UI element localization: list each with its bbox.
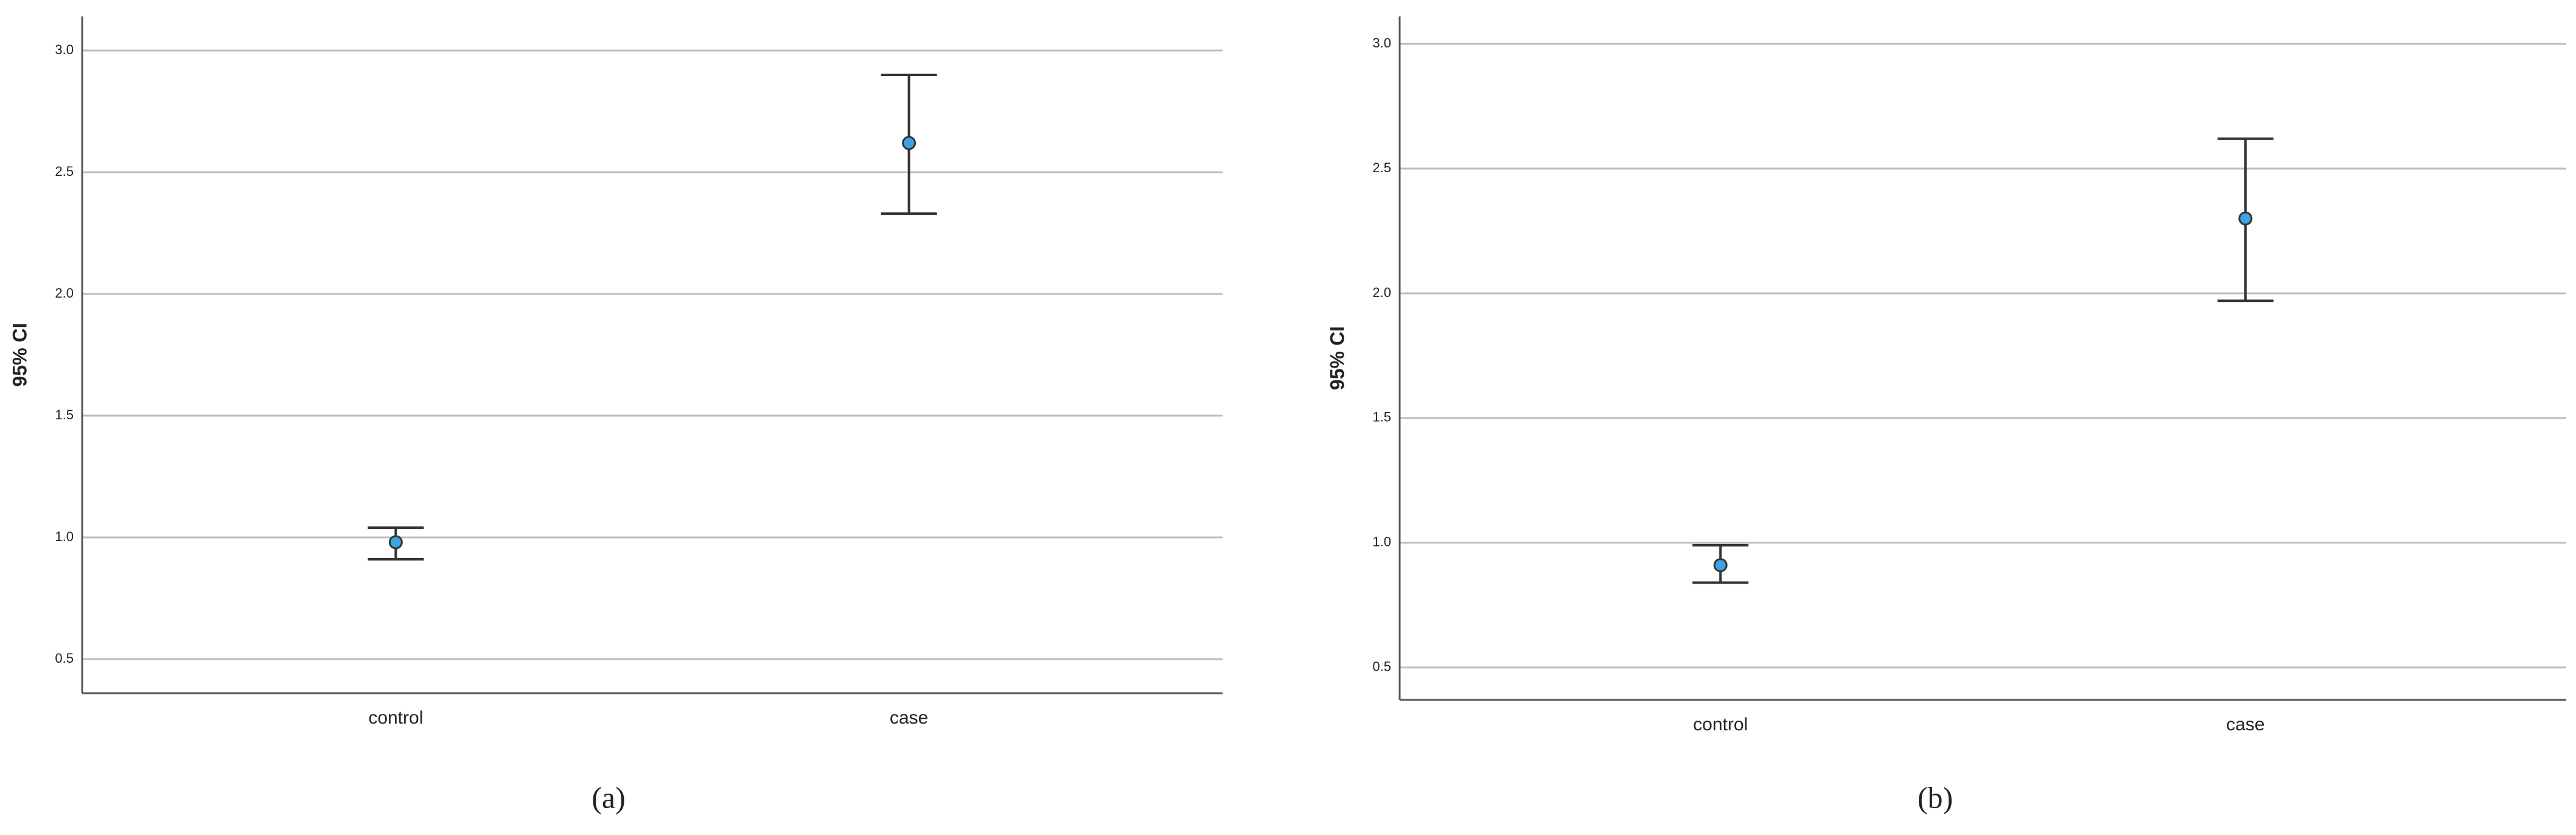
y-axis-label: 95% CI <box>9 323 30 387</box>
y-tick-label: 2.0 <box>55 285 74 301</box>
y-tick-label: 3.0 <box>55 42 74 57</box>
y-tick-label: 0.5 <box>55 651 74 666</box>
y-tick-label: 2.5 <box>55 164 74 179</box>
x-tick-label: control <box>368 708 423 728</box>
x-tick-label: control <box>1693 714 1748 735</box>
y-tick-label: 2.5 <box>1372 160 1391 175</box>
mean-point <box>1713 558 1728 573</box>
y-tick-label: 1.0 <box>1372 534 1391 550</box>
y-tick-label: 1.5 <box>55 407 74 422</box>
x-tick-label: case <box>890 708 928 728</box>
y-axis-label: 95% CI <box>1326 326 1348 390</box>
y-tick-label: 0.5 <box>1372 659 1391 674</box>
x-tick-label: case <box>2226 714 2264 735</box>
caption: (a) <box>592 780 626 814</box>
y-tick-label: 1.0 <box>55 529 74 544</box>
y-tick-label: 3.0 <box>1372 35 1391 51</box>
mean-point <box>902 136 916 150</box>
y-tick-label: 2.0 <box>1372 285 1391 300</box>
caption: (b) <box>1918 780 1953 814</box>
mean-point <box>388 535 403 550</box>
y-tick-label: 1.5 <box>1372 410 1391 425</box>
mean-point <box>2238 211 2253 226</box>
